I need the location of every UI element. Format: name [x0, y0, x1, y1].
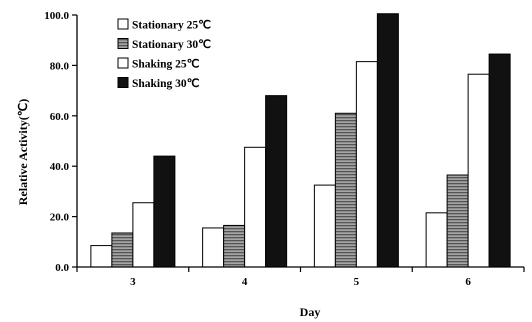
y-tick-label: 60.0 [50, 111, 70, 123]
bar-3-4 [244, 146, 267, 268]
bar-4-6 [488, 53, 511, 268]
bar-1-6 [425, 212, 448, 268]
bar-2-3 [111, 232, 134, 268]
bar-2-5 [334, 112, 357, 268]
x-tick-label: 5 [354, 276, 360, 288]
y-tick-label: 0.0 [55, 262, 69, 274]
bar-2-6 [446, 174, 469, 268]
bar-3-6 [467, 73, 490, 268]
bar-1-4 [202, 227, 225, 268]
legend-swatch-3 [117, 57, 129, 69]
legend-swatch-4 [117, 77, 129, 88]
x-tick-label: 3 [130, 276, 136, 288]
legend-label-2: Stationary 30℃ [132, 38, 211, 51]
bar-3-5 [355, 61, 378, 268]
plot-area: 0.0 20.0 40.0 60.0 80.0 100.0 3 4 5 6 [44, 10, 525, 288]
y-tick-label: 80.0 [50, 60, 70, 72]
bar-4-3 [153, 155, 176, 268]
legend-swatch-2 [117, 38, 129, 49]
x-tick-label: 4 [242, 276, 248, 288]
legend-label-4: Shaking 30℃ [132, 77, 200, 90]
bar-4-4 [265, 95, 288, 268]
bar-2-4 [223, 224, 246, 268]
bar-3-3 [132, 202, 155, 268]
x-tick-label: 6 [465, 276, 471, 288]
y-tick-label: 40.0 [50, 161, 70, 173]
x-axis-title: Day [300, 305, 321, 319]
bar-4-5 [376, 13, 399, 268]
legend-swatch-1 [117, 18, 129, 30]
y-axis-title: Relative Activity(℃) [16, 99, 30, 205]
y-tick-label: 100.0 [44, 10, 69, 22]
legend-label-3: Shaking 25℃ [132, 58, 200, 71]
legend-label-1: Stationary 25℃ [132, 19, 211, 32]
legend: Stationary 25℃ Stationary 30℃ Shaking 25℃ S… [117, 18, 211, 90]
y-tick-label: 20.0 [50, 212, 70, 224]
bar-1-3 [90, 245, 113, 268]
bar-1-5 [313, 184, 336, 268]
